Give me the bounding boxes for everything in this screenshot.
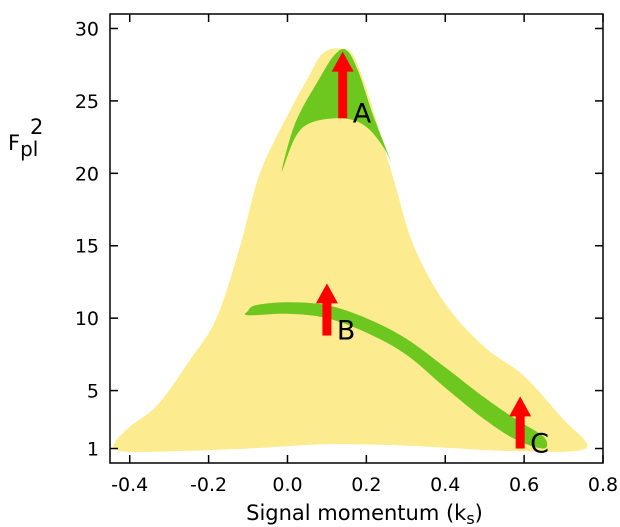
x-axis-label: Signal momentum (ks) <box>246 501 483 527</box>
marker-label-b: B <box>337 316 356 347</box>
x-tick-label: 0.2 <box>351 474 381 496</box>
x-axis-label-main: Signal momentum (k <box>246 501 467 525</box>
x-axis-label-sub: s <box>466 509 474 527</box>
region-outer <box>113 48 588 453</box>
regions-layer <box>113 48 588 453</box>
x-tick-label: -0.4 <box>111 474 148 496</box>
arrow-a: A <box>331 51 372 129</box>
y-axis-label-base: F <box>8 131 20 155</box>
y-tick-label: 25 <box>75 91 99 113</box>
y-tick-label: 5 <box>87 381 99 403</box>
x-tick-label: 0.8 <box>588 474 618 496</box>
arrow-shaft <box>322 302 332 336</box>
arrow-head <box>315 283 338 304</box>
arrow-shaft <box>515 415 525 449</box>
x-tick-label: 0.0 <box>272 474 302 496</box>
arrows-layer: A B C <box>315 51 549 460</box>
arrow-head <box>509 396 532 417</box>
marker-label-c: C <box>530 429 549 460</box>
arrow-shaft <box>338 70 348 119</box>
y-tick-label: 1 <box>87 439 99 461</box>
marker-label-a: A <box>353 98 372 129</box>
plot-frame <box>109 13 604 464</box>
y-axis-label-sup: 2 <box>30 115 43 139</box>
x-tick-label: 0.6 <box>509 474 539 496</box>
x-tick-label: -0.2 <box>190 474 227 496</box>
arrow-b: B <box>315 283 356 347</box>
y-axis-label-sub: pl <box>20 137 38 161</box>
arrow-c: C <box>509 396 549 460</box>
y-tick-label: 30 <box>75 18 99 40</box>
x-tick-label: 0.4 <box>430 474 460 496</box>
y-axis-label: Fpl <box>8 131 38 161</box>
y-tick-label: 20 <box>75 163 99 185</box>
x-axis-label-close: ) <box>475 501 483 525</box>
y-tick-label: 15 <box>75 236 99 258</box>
y-tick-label: 10 <box>75 308 99 330</box>
arrow-head <box>331 51 354 72</box>
